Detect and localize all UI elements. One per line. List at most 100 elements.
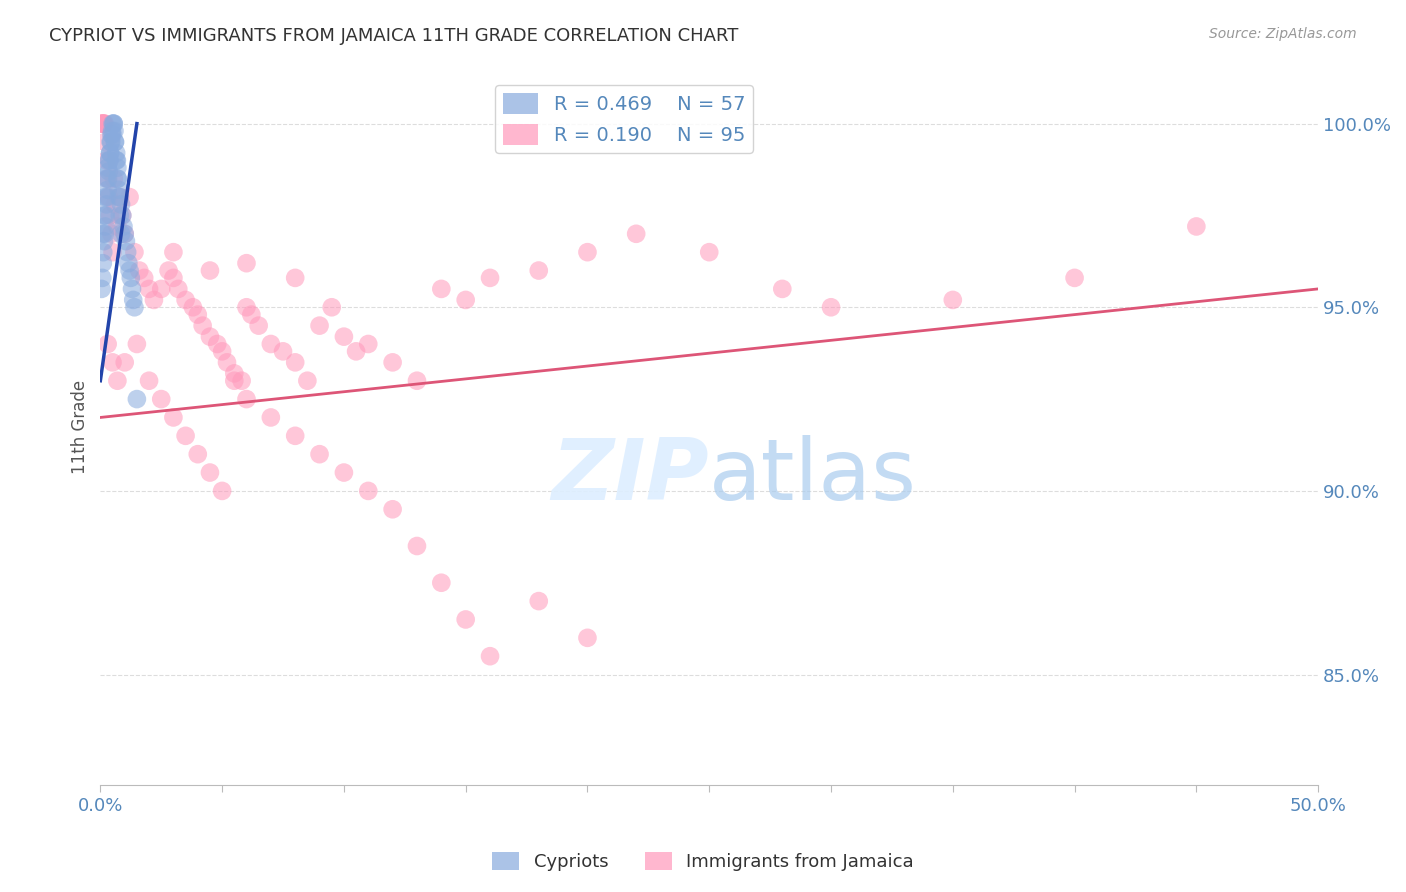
Point	[198, 329, 221, 343]
Point	[91, 227, 114, 241]
Point	[91, 117, 114, 131]
Point	[111, 209, 134, 223]
Point	[1185, 219, 1208, 234]
Point	[430, 575, 453, 590]
Point	[108, 209, 131, 223]
Point	[91, 256, 114, 270]
Point	[121, 282, 143, 296]
Point	[98, 146, 121, 161]
Point	[108, 190, 131, 204]
Point	[128, 263, 150, 277]
Point	[107, 171, 129, 186]
Point	[134, 271, 156, 285]
Point	[150, 392, 173, 406]
Point	[104, 135, 127, 149]
Point	[174, 293, 197, 307]
Point	[284, 355, 307, 369]
Point	[224, 374, 246, 388]
Point	[93, 117, 115, 131]
Point	[91, 117, 114, 131]
Text: atlas: atlas	[709, 435, 917, 518]
Point	[107, 190, 129, 204]
Point	[97, 161, 120, 175]
Point	[191, 318, 214, 333]
Point	[527, 263, 550, 277]
Point	[93, 234, 115, 248]
Point	[114, 227, 136, 241]
Point	[479, 271, 502, 285]
Point	[181, 300, 204, 314]
Point	[284, 271, 307, 285]
Point	[91, 245, 114, 260]
Point	[105, 374, 128, 388]
Point	[104, 135, 127, 149]
Point	[308, 447, 330, 461]
Point	[357, 337, 380, 351]
Point	[105, 146, 128, 161]
Point	[94, 209, 117, 223]
Point	[235, 392, 257, 406]
Point	[308, 318, 330, 333]
Point	[100, 128, 122, 142]
Point	[117, 256, 139, 270]
Point	[406, 374, 429, 388]
Point	[118, 190, 141, 204]
Point	[94, 135, 117, 149]
Point	[157, 263, 180, 277]
Point	[96, 153, 118, 168]
Point	[96, 171, 118, 186]
Point	[90, 117, 112, 131]
Point	[297, 374, 319, 388]
Point	[820, 300, 842, 314]
Point	[94, 190, 117, 204]
Point	[344, 344, 367, 359]
Point	[333, 466, 356, 480]
Point	[97, 171, 120, 186]
Point	[91, 117, 114, 131]
Point	[454, 293, 477, 307]
Legend: Cypriots, Immigrants from Jamaica: Cypriots, Immigrants from Jamaica	[485, 845, 921, 879]
Point	[97, 171, 120, 186]
Point	[101, 355, 124, 369]
Point	[98, 153, 121, 168]
Point	[198, 263, 221, 277]
Point	[162, 271, 184, 285]
Point	[527, 594, 550, 608]
Point	[381, 502, 404, 516]
Point	[108, 190, 131, 204]
Point	[105, 161, 128, 175]
Point	[98, 146, 121, 161]
Point	[105, 153, 128, 168]
Legend: R = 0.469    N = 57, R = 0.190    N = 95: R = 0.469 N = 57, R = 0.190 N = 95	[495, 86, 752, 153]
Point	[110, 227, 132, 241]
Point	[100, 227, 122, 241]
Point	[93, 117, 115, 131]
Point	[479, 649, 502, 664]
Point	[103, 117, 125, 131]
Point	[100, 135, 122, 149]
Point	[942, 293, 965, 307]
Point	[91, 271, 114, 285]
Point	[138, 374, 160, 388]
Point	[100, 135, 122, 149]
Point	[215, 355, 238, 369]
Point	[430, 282, 453, 296]
Point	[125, 337, 148, 351]
Point	[97, 337, 120, 351]
Point	[247, 318, 270, 333]
Point	[122, 293, 145, 307]
Point	[576, 631, 599, 645]
Point	[104, 197, 127, 211]
Point	[162, 410, 184, 425]
Point	[454, 612, 477, 626]
Point	[115, 234, 138, 248]
Point	[103, 171, 125, 186]
Point	[96, 197, 118, 211]
Point	[284, 429, 307, 443]
Point	[97, 190, 120, 204]
Point	[381, 355, 404, 369]
Point	[697, 245, 720, 260]
Point	[235, 256, 257, 270]
Point	[576, 245, 599, 260]
Point	[211, 483, 233, 498]
